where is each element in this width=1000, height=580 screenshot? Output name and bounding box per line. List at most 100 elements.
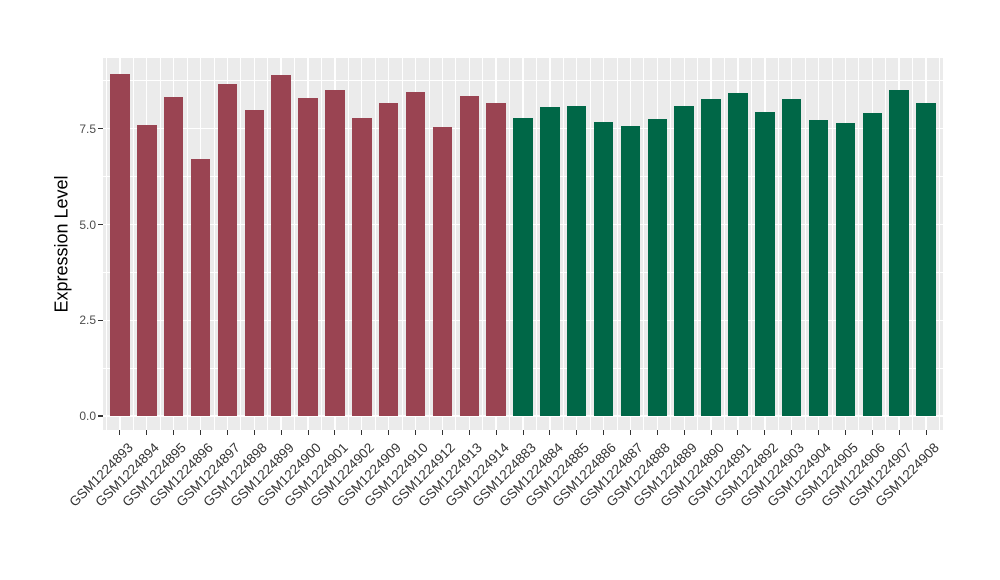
bar <box>620 125 641 416</box>
bar <box>110 73 130 416</box>
bar <box>862 112 883 416</box>
x-tick-mark <box>656 430 658 435</box>
x-tick-mark <box>388 430 390 435</box>
bar <box>540 106 560 416</box>
bar <box>137 125 157 416</box>
y-tick-mark <box>97 223 103 226</box>
x-tick-mark <box>280 430 282 435</box>
bar <box>808 119 829 416</box>
x-tick-mark <box>818 430 820 435</box>
x-tick-mark <box>253 430 255 435</box>
x-tick-mark <box>576 430 578 435</box>
bar <box>352 118 372 416</box>
y-tick-mark <box>97 128 103 130</box>
bar <box>325 90 345 416</box>
gridline-v-minor <box>428 58 430 430</box>
y-tick-label: 2.5 <box>79 313 96 328</box>
y-tick-mark <box>97 415 103 417</box>
gridline-v-minor <box>267 58 269 430</box>
x-tick-mark <box>441 430 443 435</box>
x-tick-mark <box>603 430 605 435</box>
x-tick-mark <box>522 430 524 435</box>
bar <box>674 105 694 416</box>
gridline-v-minor <box>885 58 887 430</box>
x-tick-mark <box>710 430 712 435</box>
gridline-v-minor <box>616 58 618 430</box>
gridline-v-minor <box>777 58 779 430</box>
bar <box>513 118 533 416</box>
gridline-v-minor <box>159 58 161 430</box>
bar <box>593 122 614 416</box>
gridline-v-minor <box>106 58 107 430</box>
gridline-v-minor <box>858 58 860 430</box>
gridline-v-minor <box>724 58 725 430</box>
x-tick-mark <box>844 430 846 435</box>
bar <box>432 126 453 416</box>
bar <box>728 93 748 416</box>
bar <box>916 103 936 416</box>
gridline-v-minor <box>750 58 752 430</box>
x-tick-mark <box>307 430 309 435</box>
bar <box>889 90 909 416</box>
gridline-v-minor <box>321 58 322 430</box>
bar <box>647 119 668 416</box>
gridline-v-minor <box>535 58 537 430</box>
x-tick-mark <box>173 430 175 435</box>
x-tick-mark <box>898 430 900 435</box>
x-tick-mark <box>764 430 766 435</box>
x-tick-mark <box>468 430 470 435</box>
gridline-v-minor <box>401 58 403 430</box>
x-tick-mark <box>361 430 363 435</box>
x-tick-mark <box>146 430 148 435</box>
bar <box>190 159 211 416</box>
x-tick-mark <box>925 430 927 435</box>
x-tick-mark <box>683 430 685 435</box>
y-tick-label: 7.5 <box>79 121 96 136</box>
x-tick-mark <box>791 430 793 435</box>
gridline-v-minor <box>589 58 591 430</box>
y-tick-mark <box>97 319 103 321</box>
x-tick-mark <box>737 430 739 435</box>
y-axis-title: Expression Level <box>51 175 72 313</box>
bar <box>566 105 587 416</box>
bar <box>701 98 721 416</box>
x-tick-mark <box>871 430 873 435</box>
gridline-v-minor <box>482 58 484 430</box>
gridline-v-minor <box>455 58 457 430</box>
gridline-v-minor <box>670 58 672 430</box>
gridline-v-minor <box>509 58 510 430</box>
plot-panel <box>103 58 943 430</box>
gridline-v-minor <box>186 58 188 430</box>
x-tick-mark <box>334 430 336 435</box>
x-tick-mark <box>226 430 228 435</box>
bar <box>755 111 775 416</box>
gridline-v-minor <box>132 58 134 430</box>
bar <box>486 102 506 416</box>
x-tick-mark <box>200 430 202 435</box>
gridline-v-minor <box>294 58 296 430</box>
x-tick-mark <box>549 430 551 435</box>
gridline-v-minor <box>912 58 914 430</box>
gridline-v-minor <box>347 58 349 430</box>
bar <box>378 103 399 416</box>
x-tick-mark <box>119 430 121 435</box>
bar <box>835 122 856 416</box>
x-tick-mark <box>495 430 497 435</box>
gridline-v-minor <box>643 58 645 430</box>
bar <box>244 109 265 416</box>
gridline-v-minor <box>939 58 940 430</box>
bar <box>405 92 426 416</box>
bar <box>781 98 802 416</box>
bar <box>459 95 479 416</box>
x-tick-mark <box>415 430 417 435</box>
gridline-v-minor <box>562 58 564 430</box>
x-tick-mark <box>629 430 631 435</box>
gridline-v-minor <box>240 58 242 430</box>
gridline-v-minor <box>697 58 699 430</box>
bar <box>271 75 291 416</box>
gridline-v-minor <box>804 58 806 430</box>
gridline-v-minor <box>831 58 833 430</box>
bar <box>298 98 318 416</box>
gridline-v-minor <box>213 58 215 430</box>
